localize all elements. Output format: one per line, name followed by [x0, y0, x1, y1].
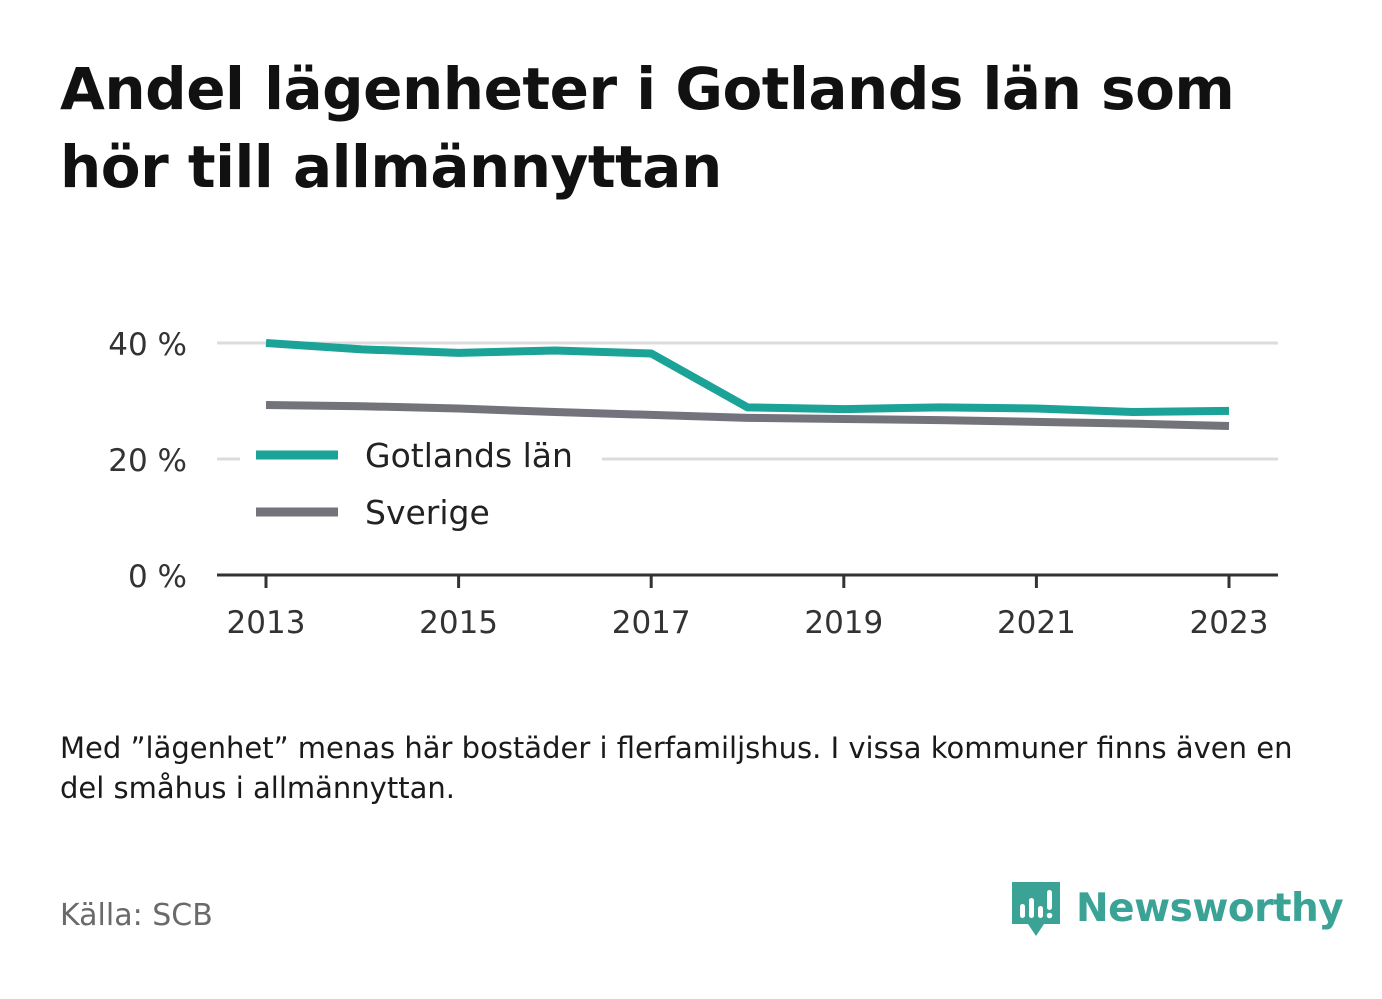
legend-label: Gotlands län [365, 436, 573, 475]
y-tick-label: 40 % [108, 327, 187, 363]
x-tick-label: 2023 [1190, 605, 1269, 641]
x-tick-label: 2017 [612, 605, 691, 641]
y-tick-label: 0 % [128, 559, 187, 595]
chart-title: Andel lägenheter i Gotlands län som hör … [60, 55, 1235, 201]
line-chart: 0 % 20 % 40 % 2013 2015 2017 2019 2021 2023 Gotl… [108, 327, 1278, 641]
x-tick-label: 2021 [997, 605, 1076, 641]
legend-background [240, 425, 602, 543]
source-label: Källa: SCB [60, 898, 213, 933]
newsworthy-logo: Newsworthy [1010, 878, 1344, 938]
brand-name: Newsworthy [1076, 885, 1344, 931]
newsworthy-icon [1012, 882, 1060, 936]
series-line-gotlands-lan [265, 339, 1230, 417]
footnote: Med ”lägenhet” menas här bostäder i fler… [60, 731, 1293, 805]
series-line-sverige [265, 401, 1230, 430]
legend-label: Sverige [365, 493, 490, 532]
x-tick-label: 2013 [227, 605, 306, 641]
y-tick-label: 20 % [108, 443, 187, 479]
x-tick-label: 2019 [804, 605, 883, 641]
axes: 0 % 20 % 40 % 2013 2015 2017 2019 2021 2023 [108, 327, 1278, 641]
x-tick-label: 2015 [419, 605, 498, 641]
legend: Gotlands län Sverige [240, 425, 602, 543]
series-lines [265, 339, 1230, 430]
